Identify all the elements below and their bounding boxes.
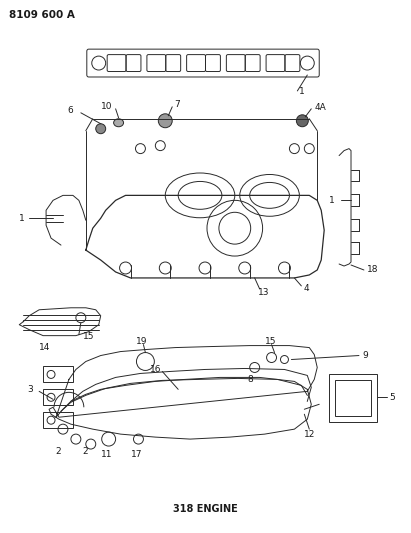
Bar — [43, 389, 73, 405]
Text: 7: 7 — [174, 100, 180, 109]
Bar — [335, 381, 371, 416]
Text: 1: 1 — [329, 196, 335, 205]
Text: 3: 3 — [27, 385, 33, 394]
Ellipse shape — [113, 119, 124, 127]
Text: 4: 4 — [303, 285, 309, 293]
Circle shape — [296, 115, 308, 127]
Text: 13: 13 — [258, 288, 269, 297]
Text: 10: 10 — [101, 102, 112, 111]
Text: 318 ENGINE: 318 ENGINE — [173, 504, 238, 514]
Text: 15: 15 — [265, 337, 276, 346]
Bar — [43, 412, 73, 428]
Text: 16: 16 — [150, 365, 162, 374]
Circle shape — [158, 114, 172, 128]
Text: 8: 8 — [248, 375, 254, 384]
Text: 17: 17 — [131, 449, 142, 458]
Circle shape — [96, 124, 106, 134]
Text: 8109 600 A: 8109 600 A — [9, 10, 75, 20]
Text: 2: 2 — [55, 447, 61, 456]
Bar — [43, 367, 73, 382]
Text: 4A: 4A — [314, 103, 326, 112]
Text: 19: 19 — [136, 337, 147, 346]
Text: 2: 2 — [83, 447, 88, 456]
Text: 11: 11 — [101, 449, 112, 458]
Text: 18: 18 — [367, 265, 379, 274]
Text: 9: 9 — [362, 351, 368, 360]
Bar — [329, 375, 377, 422]
Text: 6: 6 — [67, 106, 73, 115]
Text: 12: 12 — [304, 430, 316, 439]
Text: 14: 14 — [39, 343, 51, 352]
Text: 15: 15 — [83, 332, 95, 341]
Text: 1: 1 — [19, 214, 25, 223]
Text: 1: 1 — [299, 87, 305, 96]
Text: 5: 5 — [390, 393, 395, 402]
